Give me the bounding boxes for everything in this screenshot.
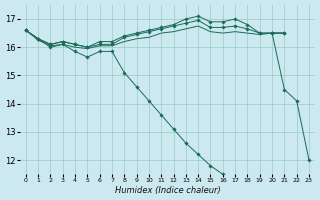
X-axis label: Humidex (Indice chaleur): Humidex (Indice chaleur) (115, 186, 220, 195)
